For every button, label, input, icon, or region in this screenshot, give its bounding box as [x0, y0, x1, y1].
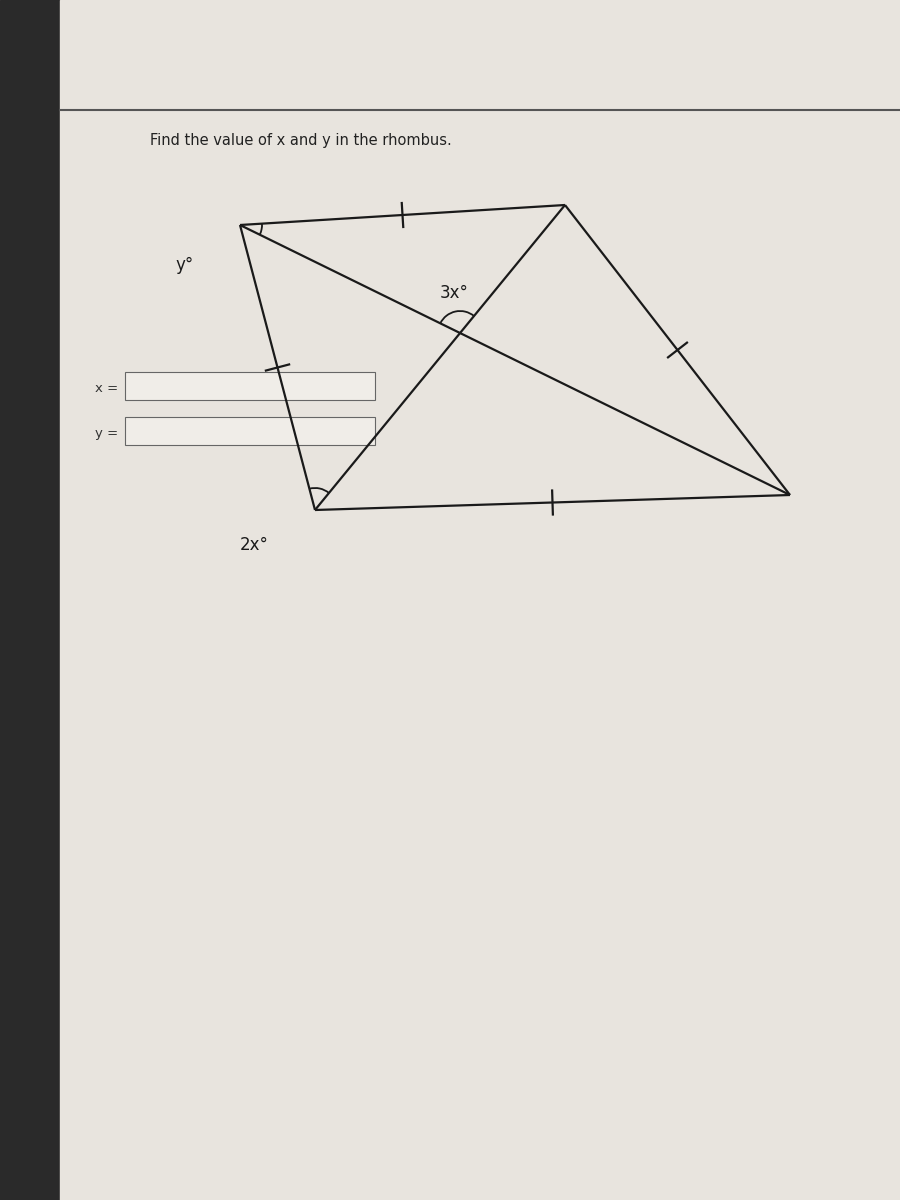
Text: Find the value of x and y in the rhombus.: Find the value of x and y in the rhombus…: [150, 132, 452, 148]
Text: 3x°: 3x°: [440, 284, 469, 302]
Text: y°: y°: [175, 256, 194, 274]
FancyBboxPatch shape: [125, 416, 375, 445]
Bar: [0, 0, 60, 1200]
Text: 2x°: 2x°: [240, 536, 269, 554]
FancyBboxPatch shape: [125, 372, 375, 400]
Text: y =: y =: [94, 426, 118, 439]
Text: x =: x =: [94, 382, 118, 395]
